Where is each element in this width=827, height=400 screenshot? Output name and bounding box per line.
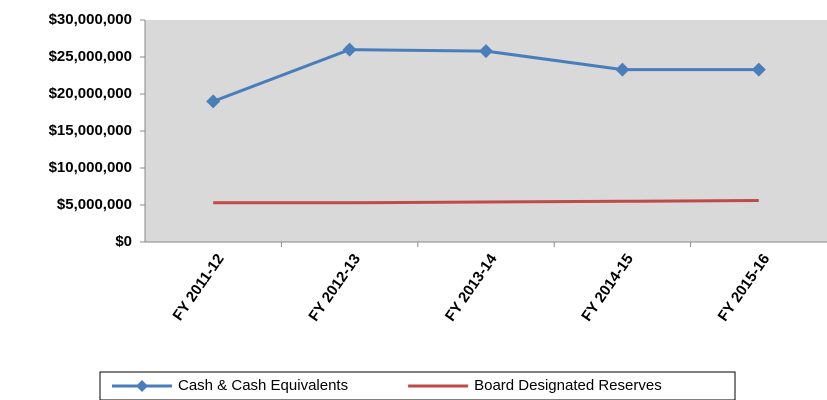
legend-box [99,371,736,400]
y-tick-label: $20,000,000 [49,85,132,102]
y-tick-label: $15,000,000 [49,122,132,139]
y-tick-label: $0 [115,233,132,250]
point-marker [615,62,630,77]
point-marker [206,94,221,109]
x-tick-label: FY 2014-15 [578,251,637,325]
point-marker [342,42,357,57]
x-tick-label: FY 2013-14 [442,250,501,324]
y-tick-label: $5,000,000 [57,196,132,213]
x-tick-label: FY 2015-16 [715,251,774,325]
x-tick-label: FY 2011-12 [169,251,227,324]
y-tick-label: $25,000,000 [49,48,132,65]
point-marker [479,44,493,59]
legend-label: Board Designated Reserves [474,377,662,394]
point-marker [751,62,766,77]
y-tick-label: $30,000,000 [49,11,132,28]
legend: Cash & Cash Equivalents Board Designated … [99,371,736,400]
y-tick-label: $10,000,000 [49,159,132,176]
x-tick-label: FY 2012-13 [305,251,364,325]
series-line [213,199,759,205]
legend-marker [136,380,148,392]
legend-label: Cash & Cash Equivalents [178,377,348,394]
